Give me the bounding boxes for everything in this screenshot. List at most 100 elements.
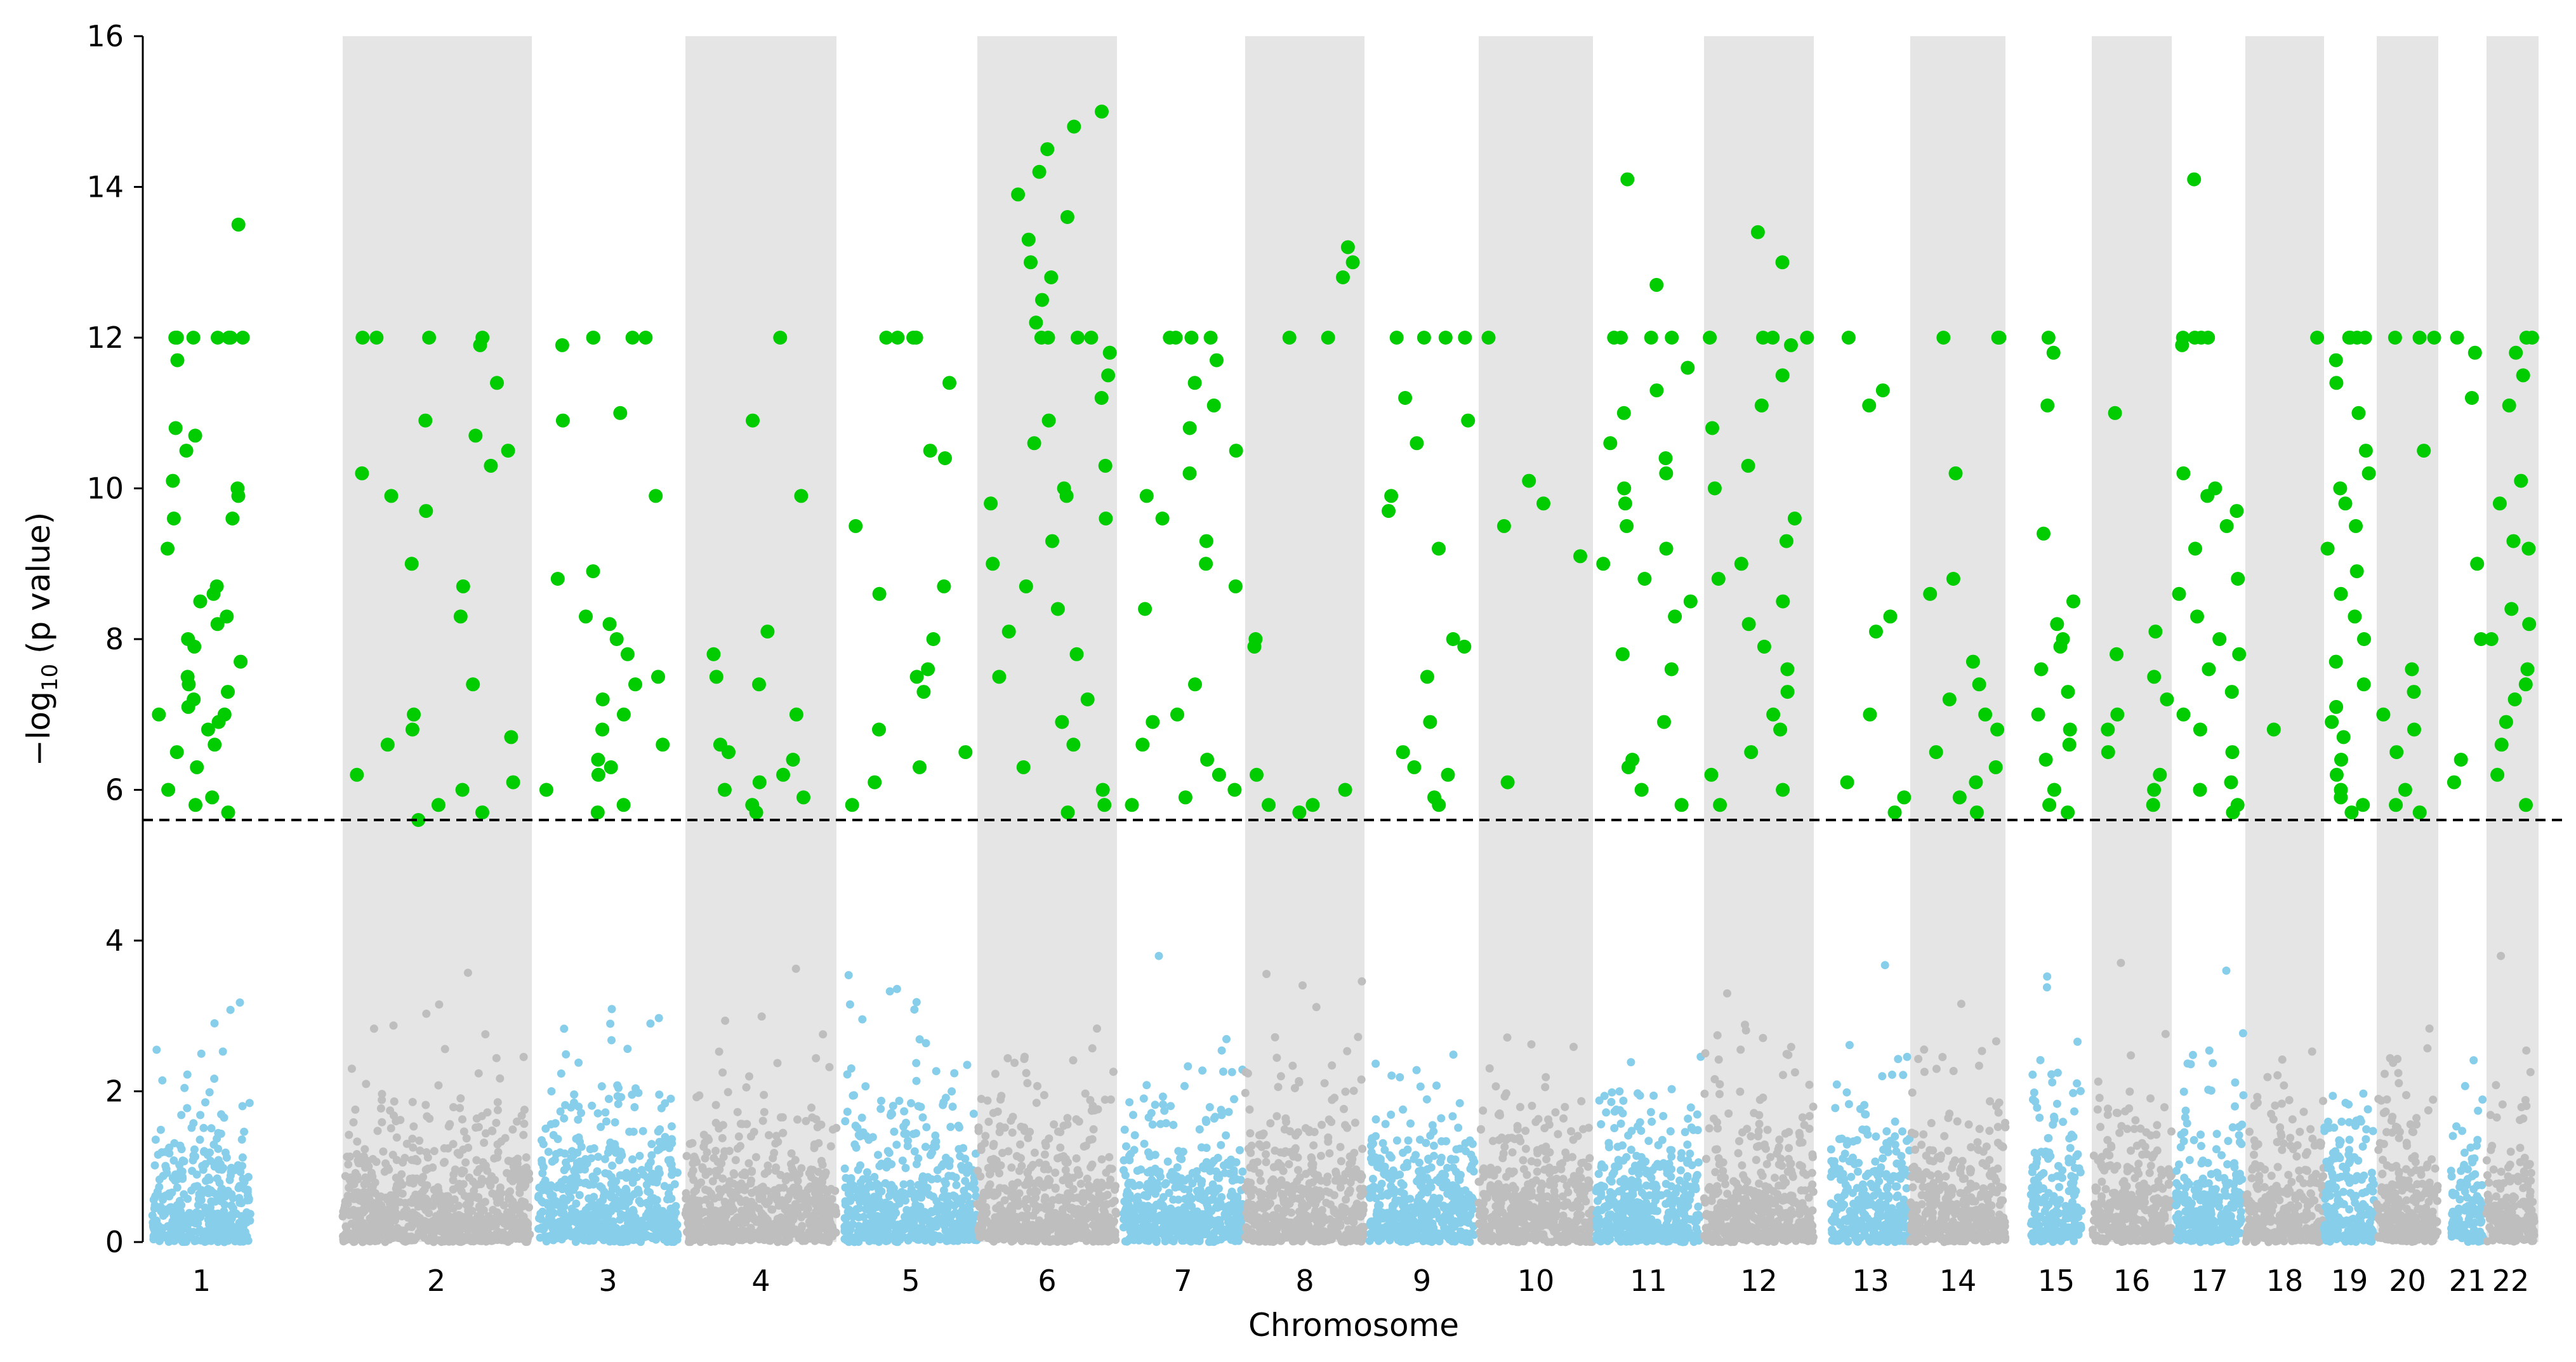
- snp-point: [1390, 1200, 1399, 1208]
- snp-point: [1288, 1237, 1297, 1246]
- snp-point: [1312, 1003, 1321, 1012]
- snp-point: [802, 1116, 810, 1125]
- snp-point: [1174, 1195, 1183, 1204]
- snp-point: [673, 1235, 682, 1244]
- snp-point: [570, 1098, 578, 1107]
- snp-point: [366, 1227, 374, 1236]
- snp-point: [1081, 1089, 1090, 1098]
- snp-point: [179, 1224, 188, 1233]
- snp-point: [187, 1123, 196, 1132]
- snp-point: [1081, 1222, 1090, 1231]
- snp-point: [191, 1219, 200, 1227]
- snp-point: [215, 1226, 223, 1234]
- snp-point: [150, 1161, 159, 1170]
- snp-point: [614, 1100, 623, 1108]
- snp-point: [353, 1137, 362, 1146]
- snp-point: [1288, 1061, 1297, 1070]
- snp-point: [856, 1178, 865, 1187]
- snp-point: [1129, 1111, 1137, 1120]
- snp-point: [634, 1088, 643, 1097]
- snp-point: [850, 1140, 859, 1149]
- snp-point: [443, 1207, 452, 1215]
- snp-point: [560, 1166, 569, 1175]
- snp-point: [778, 1113, 787, 1121]
- snp-point: [602, 1204, 611, 1213]
- snp-point: [355, 1153, 364, 1162]
- snp-point: [190, 1145, 199, 1154]
- snp-point: [388, 1151, 397, 1160]
- snp-point: [194, 1209, 202, 1218]
- snp-point: [1186, 1226, 1195, 1235]
- snp-point: [537, 1215, 546, 1224]
- snp-point: [368, 1205, 377, 1213]
- snp-point: [604, 1095, 613, 1103]
- snp-point: [235, 1219, 244, 1227]
- snp-point: [177, 1111, 186, 1120]
- snp-point: [560, 1149, 569, 1158]
- snp-point: [804, 1204, 812, 1213]
- snp-point: [1443, 1163, 1451, 1172]
- snp-point: [684, 1238, 693, 1246]
- snp-point: [597, 1082, 606, 1091]
- snp-point: [1272, 1178, 1281, 1187]
- snp-point: [902, 1206, 911, 1215]
- snp-point: [751, 1153, 760, 1161]
- snp-point: [1022, 1195, 1031, 1204]
- snp-point: [890, 1127, 899, 1136]
- snp-point: [1338, 1203, 1347, 1212]
- snp-point: [1358, 1144, 1367, 1153]
- snp-point: [538, 1169, 547, 1177]
- snp-point: [408, 1097, 417, 1106]
- snp-point: [479, 1206, 488, 1215]
- snp-point: [1151, 1101, 1159, 1109]
- snp-point: [209, 1141, 218, 1149]
- snp-point: [1020, 1055, 1029, 1063]
- snp-point: [552, 1183, 561, 1192]
- snp-point: [1278, 1189, 1286, 1198]
- snp-point: [840, 1213, 849, 1222]
- snp-point: [820, 1172, 829, 1180]
- snp-point: [786, 1187, 795, 1196]
- snp-point: [862, 1226, 871, 1235]
- snp-point: [416, 1195, 425, 1204]
- snp-point: [921, 1142, 930, 1151]
- snp-point: [1083, 1174, 1092, 1183]
- snp-point: [1111, 1231, 1120, 1240]
- snp-point: [885, 987, 894, 996]
- snp-point: [1410, 1154, 1418, 1163]
- snp-point: [468, 1207, 477, 1215]
- snp-point: [1072, 1210, 1081, 1219]
- snp-point: [153, 1220, 162, 1229]
- snp-point: [435, 1000, 444, 1009]
- snp-point: [414, 1202, 423, 1211]
- snp-point: [173, 1183, 182, 1192]
- snp-point: [901, 1196, 910, 1205]
- snp-point: [793, 1177, 802, 1186]
- snp-point: [1398, 1208, 1407, 1217]
- snp-point: [1197, 1143, 1206, 1152]
- snp-point: [811, 1176, 819, 1185]
- snp-point: [1271, 1146, 1279, 1155]
- snp-point: [471, 1231, 480, 1240]
- snp-point: [1137, 1229, 1146, 1238]
- snp-point: [661, 1133, 670, 1141]
- snp-point: [500, 1236, 509, 1245]
- snp-point: [518, 1231, 526, 1240]
- snp-point: [963, 1192, 972, 1201]
- snp-point: [1276, 1072, 1285, 1081]
- snp-point: [593, 1109, 602, 1118]
- snp-point: [876, 1104, 885, 1113]
- snp-point: [378, 1090, 386, 1099]
- snp-point: [1463, 1214, 1472, 1223]
- snp-point: [787, 1149, 796, 1158]
- snp-point: [1180, 1185, 1189, 1193]
- snp-point: [639, 1170, 648, 1179]
- snp-point: [204, 1184, 213, 1193]
- snp-point: [1350, 1149, 1359, 1157]
- snp-point: [1008, 1113, 1017, 1121]
- snp-point: [1153, 1179, 1161, 1187]
- snp-point: [760, 1214, 769, 1223]
- snp-point: [177, 1145, 186, 1154]
- snp-point: [793, 1115, 802, 1124]
- snp-point: [596, 1233, 605, 1242]
